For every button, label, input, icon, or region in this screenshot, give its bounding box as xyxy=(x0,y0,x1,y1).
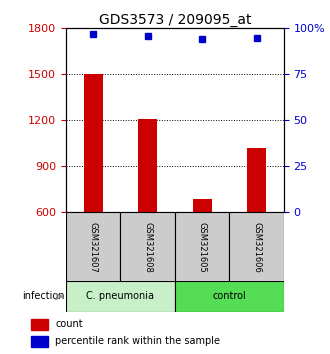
Text: count: count xyxy=(55,319,83,329)
Bar xyxy=(120,212,175,283)
Text: C. pneumonia: C. pneumonia xyxy=(86,291,154,302)
Text: GSM321608: GSM321608 xyxy=(143,222,152,273)
Text: GSM321607: GSM321607 xyxy=(89,222,98,273)
Bar xyxy=(193,199,212,212)
Text: percentile rank within the sample: percentile rank within the sample xyxy=(55,336,220,346)
Bar xyxy=(66,212,120,283)
Bar xyxy=(229,212,284,283)
Title: GDS3573 / 209095_at: GDS3573 / 209095_at xyxy=(99,13,251,27)
Text: GSM321606: GSM321606 xyxy=(252,222,261,273)
Text: infection: infection xyxy=(22,291,65,302)
Bar xyxy=(175,281,284,312)
Bar xyxy=(84,74,103,212)
Bar xyxy=(31,319,48,330)
Bar xyxy=(138,119,157,212)
Bar xyxy=(247,148,266,212)
Text: control: control xyxy=(213,291,246,302)
Text: GSM321605: GSM321605 xyxy=(198,222,207,273)
Bar xyxy=(66,281,175,312)
Bar xyxy=(31,336,48,347)
Bar xyxy=(175,212,229,283)
